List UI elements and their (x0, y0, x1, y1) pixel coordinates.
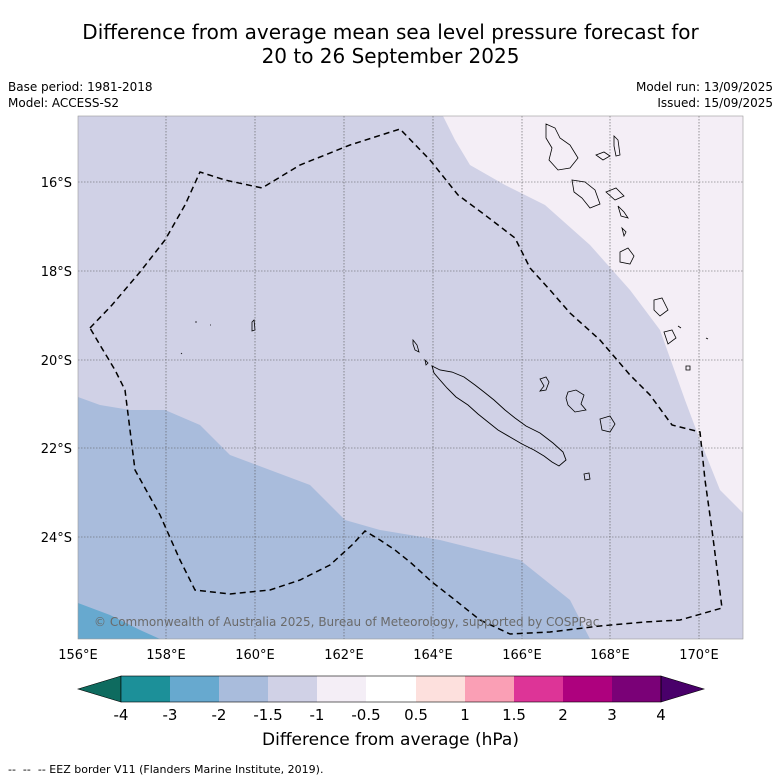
new-caledonia-island (431, 365, 567, 467)
title-line-1: Difference from average mean sea level p… (82, 20, 699, 44)
colorbar-segment (268, 676, 317, 702)
map-panel: © Commonwealth of Australia 2025, Bureau… (78, 116, 743, 639)
lat-axis: 16°S 18°S 20°S 22°S 24°S (41, 176, 72, 546)
colorbar (76, 675, 706, 703)
chart-title: Difference from average mean sea level p… (0, 20, 781, 68)
base-period: Base period: 1981-2018 (8, 80, 153, 94)
colorbar-title: Difference from average (hPa) (262, 730, 519, 750)
model-run: Model run: 13/09/2025 (635, 80, 773, 94)
colorbar-tick-label: 2 (558, 706, 568, 724)
lon-label: 164°E (413, 648, 453, 663)
colorbar-tick-label: 3 (607, 706, 617, 724)
map-frame (77, 115, 744, 640)
colorbar-segment (366, 676, 416, 702)
band-minus-2-to-minus-1p5 (78, 397, 590, 639)
isle-of-pines (583, 472, 591, 481)
colorbar-tick-label: -4 (114, 706, 129, 724)
lon-label: 170°E (679, 648, 719, 663)
meta-left: Base period: 1981-2018 Model: ACCESS-S2 (8, 79, 153, 111)
colorbar-frame (120, 675, 662, 703)
lat-label: 24°S (41, 531, 72, 546)
model-name: Model: ACCESS-S2 (8, 96, 120, 110)
lon-label: 166°E (502, 648, 542, 663)
lat-label: 16°S (41, 176, 72, 191)
eez-legend: -- -- -- EEZ border V11 (Flanders Marine… (8, 763, 323, 776)
lat-label: 18°S (41, 265, 72, 280)
eez-legend-label: -- EEZ border V11 (Flanders Marine Insti… (37, 763, 324, 776)
belep-islets (412, 338, 429, 366)
lon-label: 158°E (146, 648, 186, 663)
title-line-2: 20 to 26 September 2025 (261, 44, 520, 68)
colorbar-tick-label: -0.5 (351, 706, 380, 724)
lifou-island (565, 389, 587, 413)
colorbar-tick-label: -2 (212, 706, 227, 724)
colorbar-segment (514, 676, 563, 702)
lon-label: 168°E (590, 648, 630, 663)
lon-label: 162°E (324, 648, 364, 663)
band-minus-1-to-minus-0p5 (443, 116, 743, 513)
colorbar-segment (416, 676, 465, 702)
mare-island (599, 415, 616, 433)
lon-label: 156°E (58, 648, 98, 663)
meta-right: Model run: 13/09/2025 Issued: 15/09/2025 (636, 79, 773, 111)
colorbar-extend-low (76, 675, 122, 703)
colorbar-extend-high (660, 675, 706, 703)
issued-date: Issued: 15/09/2025 (657, 96, 773, 110)
ouvea-island (539, 376, 550, 392)
lon-label: 160°E (235, 648, 275, 663)
colorbar-segment (563, 676, 612, 702)
vanuatu-islands (545, 123, 709, 371)
colorbar-tick-label: -1 (310, 706, 325, 724)
lat-label: 22°S (41, 442, 72, 457)
eez-dash-icon: -- -- (8, 763, 38, 776)
colorbar-tick-label: -1.5 (253, 706, 282, 724)
colorbar-segment (612, 676, 661, 702)
colorbar-tick-label: -3 (163, 706, 178, 724)
colorbar-segment (121, 676, 170, 702)
colorbar-tick-label: 1.5 (502, 706, 526, 724)
colorbar-tick-label: 0.5 (404, 706, 428, 724)
colorbar-segment (219, 676, 268, 702)
band-minus-3-to-minus-2 (78, 603, 160, 639)
colorbar-segment (465, 676, 514, 702)
lon-axis: 156°E 158°E 160°E 162°E 164°E 166°E 168°… (58, 648, 719, 663)
colorbar-segment (170, 676, 219, 702)
copyright-notice: © Commonwealth of Australia 2025, Bureau… (94, 615, 599, 629)
colorbar-segment (317, 676, 366, 702)
lat-label: 20°S (41, 354, 72, 369)
colorbar-tick-label: 4 (656, 706, 666, 724)
eez-border (89, 128, 723, 635)
colorbar-ticks: -4 -3 -2 -1.5 -1 -0.5 0.5 1 1.5 2 3 4 (114, 706, 666, 724)
chesterfield-islets (180, 319, 256, 355)
colorbar-tick-label: 1 (460, 706, 470, 724)
